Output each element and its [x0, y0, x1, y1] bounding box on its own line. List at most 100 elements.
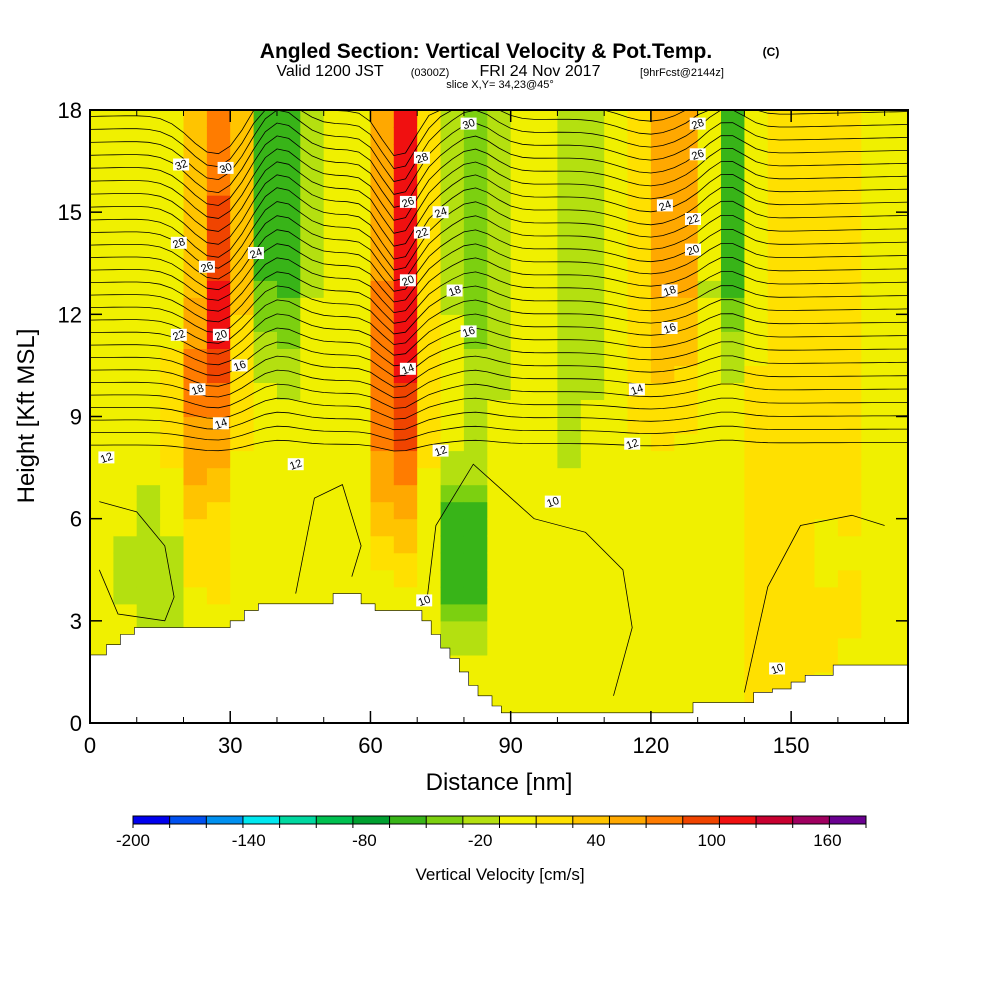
field-cell	[650, 467, 675, 486]
field-cell	[674, 161, 699, 179]
field-cell	[721, 280, 745, 298]
field-cell	[767, 518, 792, 537]
field-cell	[767, 501, 792, 520]
isentrope-line	[89, 200, 909, 271]
field-cell	[206, 382, 231, 400]
isentrope-line	[89, 271, 909, 324]
field-cell	[347, 382, 372, 400]
contour-label: 24	[656, 199, 673, 214]
field-cell	[160, 552, 185, 571]
field-cell	[557, 127, 582, 145]
field-cell	[791, 450, 816, 469]
field-cell	[744, 212, 769, 230]
contour-label-text: 12	[99, 451, 115, 466]
field-cell	[580, 365, 605, 383]
field-cell	[487, 246, 512, 264]
field-cell	[650, 365, 675, 383]
field-cell	[604, 637, 629, 656]
field-cell	[253, 127, 278, 145]
field-cell	[557, 297, 582, 315]
field-cell	[861, 110, 886, 128]
field-cell	[884, 518, 909, 537]
field-cell	[744, 620, 769, 639]
field-cell	[791, 569, 816, 588]
field-cell	[791, 229, 816, 247]
field-cell	[347, 331, 372, 349]
field-cell	[323, 535, 348, 554]
field-cell	[791, 195, 816, 213]
field-cell	[604, 161, 629, 179]
field-cell	[206, 433, 231, 452]
field-cell	[861, 637, 886, 656]
field-cell	[370, 467, 395, 486]
field-cell	[814, 110, 839, 128]
field-cell	[744, 314, 769, 332]
isentrope-line	[89, 327, 909, 367]
field-cell	[814, 654, 839, 673]
field-cell	[534, 110, 559, 128]
field-cell	[323, 127, 348, 145]
field-cell	[487, 297, 512, 315]
field-cell	[604, 280, 629, 298]
field-cell	[580, 637, 605, 656]
field-cell	[253, 195, 278, 213]
field-cell	[206, 467, 231, 486]
field-cell	[323, 314, 348, 332]
field-cell	[791, 246, 816, 264]
field-cell	[744, 603, 769, 622]
field-cell	[463, 229, 488, 247]
field-cell	[230, 263, 255, 281]
field-cell	[767, 382, 792, 400]
field-cell	[323, 416, 348, 435]
field-cell	[487, 484, 512, 503]
field-cell	[510, 501, 535, 520]
field-cell	[697, 229, 722, 247]
field-cell	[767, 620, 792, 639]
field-cell	[744, 280, 769, 298]
field-cell	[674, 416, 699, 435]
field-cell	[230, 552, 255, 571]
field-cell	[487, 654, 512, 673]
contour-label-bg	[416, 594, 433, 607]
field-cell	[136, 195, 161, 213]
field-cell	[90, 620, 114, 639]
field-cell	[557, 603, 582, 622]
field-cell	[370, 484, 395, 503]
field-cell	[650, 110, 675, 128]
field-cell	[837, 212, 862, 230]
field-cell	[744, 484, 769, 503]
field-cell	[90, 569, 114, 588]
field-cell	[557, 552, 582, 571]
field-cell	[393, 314, 418, 332]
field-cell	[463, 518, 488, 537]
field-cell	[767, 467, 792, 486]
field-cell	[487, 382, 512, 400]
field-cell	[814, 552, 839, 571]
colorbar-swatch	[242, 816, 280, 824]
field-cell	[721, 450, 745, 469]
field-cell	[183, 348, 208, 366]
field-cell	[627, 671, 652, 690]
field-cell	[674, 348, 699, 366]
field-cell	[721, 365, 745, 383]
field-cell	[510, 688, 535, 707]
field-cell	[113, 433, 138, 452]
field-cell	[370, 416, 395, 435]
contour-label-bg	[446, 284, 463, 297]
field-cell	[136, 586, 161, 605]
field-cell	[721, 603, 745, 622]
field-cell	[277, 433, 301, 452]
field-cell	[323, 518, 348, 537]
field-cell	[113, 263, 138, 281]
contour-label: 20	[212, 328, 229, 343]
field-cell	[744, 416, 769, 435]
field-cell	[230, 501, 255, 520]
field-cell	[580, 620, 605, 639]
field-cell	[206, 501, 231, 520]
field-cell	[837, 535, 862, 554]
field-cell	[160, 246, 185, 264]
field-cell	[206, 365, 231, 383]
field-cell	[697, 178, 722, 196]
field-cell	[767, 399, 792, 418]
field-cell	[463, 365, 488, 383]
